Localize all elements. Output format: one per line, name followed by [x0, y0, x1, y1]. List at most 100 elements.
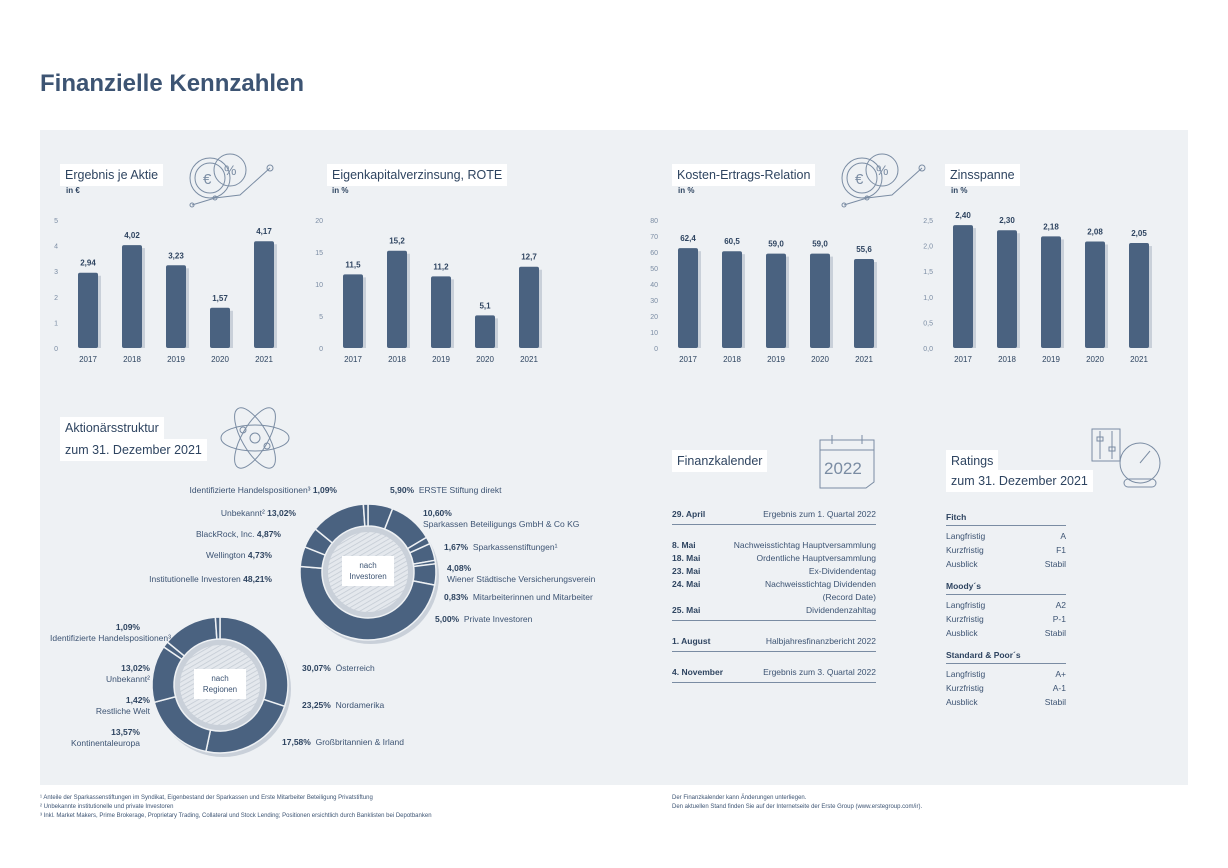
rating-value: Stabil: [1044, 559, 1066, 569]
calendar-note-1: Der Finanzkalender kann Änderungen unter…: [672, 795, 807, 801]
data-label: 4,02: [124, 231, 140, 240]
rating-row: Kurzfristig A-1: [946, 681, 1066, 695]
y-tick-label: 2: [54, 295, 58, 302]
y-tick-label: 60: [650, 250, 658, 257]
calendar-event: Nachweisstichtag Dividenden: [764, 579, 876, 589]
calendar-date: 18. Mai: [672, 553, 701, 563]
y-tick-label: 30: [650, 298, 658, 305]
bar: [810, 253, 830, 348]
x-tick-label: 2020: [476, 355, 494, 364]
y-tick-label: 1,0: [923, 295, 933, 302]
svg-text:€: €: [855, 171, 864, 188]
chart-unit-cir: in %: [678, 186, 695, 195]
agency-name: Moody´s: [946, 581, 1066, 595]
donut-label: 17,58% Großbritannien & Irland: [282, 737, 404, 747]
ratings-title: Ratings: [946, 450, 999, 472]
calendar-event: Ex-Dividendentag: [808, 566, 876, 576]
calendar-note-2: Den aktuellen Stand finden Sie auf der I…: [672, 804, 923, 810]
rating-row: Kurzfristig P-1: [946, 612, 1066, 626]
x-tick-label: 2021: [855, 355, 873, 364]
donut-label: 5,00% Private Investoren: [435, 614, 533, 624]
bar: [953, 225, 973, 348]
data-label: 2,18: [1043, 222, 1059, 231]
gauge-controls-icon: [1091, 428, 1161, 488]
y-tick-label: 0,0: [923, 346, 933, 353]
x-tick-label: 2021: [520, 355, 538, 364]
donut-label: Wellington 4,73%: [205, 550, 272, 560]
rating-term: Langfristig: [946, 669, 986, 679]
rating-value: Stabil: [1044, 628, 1066, 638]
calendar-row: 8. Mai Nachweisstichtag Hauptversammlung: [672, 539, 876, 552]
y-tick-label: 0,5: [923, 320, 933, 327]
bar-chart-cir: 0 10 20 30 40 50 60 70 80 62,4 2017 60,5 2018 59,0 201…: [650, 218, 877, 364]
y-tick-label: 10: [650, 330, 658, 337]
data-label: 5,1: [479, 301, 491, 310]
calendar-event: Ordentliche Hauptversammlung: [756, 553, 876, 563]
agency-name: Fitch: [946, 512, 1066, 526]
rating-value: A: [1060, 531, 1066, 541]
donut-label: 13,02% Unbekannt²: [106, 663, 150, 684]
x-tick-label: 2017: [954, 355, 972, 364]
svg-text:%: %: [224, 162, 236, 178]
y-tick-label: 5: [54, 218, 58, 225]
x-tick-label: 2017: [79, 355, 97, 364]
donut-label: 23,25% Nordamerika: [302, 700, 385, 710]
data-label: 11,2: [433, 262, 449, 271]
calendar-date: 4. November: [672, 667, 724, 677]
x-tick-label: 2019: [767, 355, 785, 364]
ratings-table: Fitch Langfristig A Kurzfristig F1 Ausblick St…: [946, 512, 1066, 719]
data-label: 55,6: [856, 245, 872, 254]
y-tick-label: 70: [650, 234, 658, 241]
x-tick-label: 2018: [388, 355, 406, 364]
rating-value: A+: [1055, 669, 1066, 679]
calendar-title: Finanzkalender: [672, 450, 768, 472]
calendar-date: 23. Mai: [672, 566, 701, 576]
calendar-row: 29. April Ergebnis zum 1. Quartal 2022: [672, 508, 876, 521]
bar: [431, 276, 451, 348]
calendar-group: 1. August Halbjahresfinanzbericht 2022: [672, 635, 876, 652]
calendar-row: 4. November Ergebnis zum 3. Quartal 2022: [672, 666, 876, 679]
donut-slice: [299, 565, 436, 641]
data-label: 60,5: [724, 237, 740, 246]
data-label: 11,5: [345, 260, 361, 269]
rating-term: Ausblick: [946, 559, 978, 569]
calendar-date: 1. August: [672, 636, 711, 646]
y-tick-label: 20: [650, 314, 658, 321]
rating-row: Ausblick Stabil: [946, 695, 1066, 709]
x-tick-label: 2019: [432, 355, 450, 364]
bar: [343, 274, 363, 348]
y-tick-label: 0: [54, 346, 58, 353]
center-label: Investoren: [349, 572, 386, 581]
bar: [210, 307, 230, 348]
coins-percent-icon: %€: [189, 153, 274, 208]
x-tick-label: 2020: [1086, 355, 1104, 364]
y-tick-label: 4: [54, 244, 58, 251]
rating-term: Langfristig: [946, 531, 986, 541]
donut-label: Institutionelle Investoren 48,21%: [149, 574, 272, 584]
donut-label: 4,08% Wiener Städtische Versicherungsvere…: [447, 563, 596, 584]
y-tick-label: 2,5: [923, 218, 933, 225]
rating-row: Langfristig A+: [946, 667, 1066, 681]
data-label: 2,40: [955, 211, 971, 220]
y-tick-label: 2,0: [923, 244, 933, 251]
bar: [254, 241, 274, 348]
center-label: Regionen: [203, 685, 237, 694]
calendar-event: Ergebnis zum 1. Quartal 2022: [763, 509, 876, 519]
bar: [475, 315, 495, 348]
x-tick-label: 2017: [679, 355, 697, 364]
calendar-event: Ergebnis zum 3. Quartal 2022: [763, 667, 876, 677]
y-tick-label: 1: [54, 320, 58, 327]
y-tick-label: 10: [315, 282, 323, 289]
calendar-date: 29. April: [672, 509, 706, 519]
calendar-group: 29. April Ergebnis zum 1. Quartal 2022: [672, 508, 876, 525]
center-label-box: [342, 556, 394, 586]
data-label: 4,17: [256, 227, 272, 236]
bar: [1085, 241, 1105, 348]
donut-label: 0,83% Mitarbeiterinnen und Mitarbeiter: [444, 592, 593, 602]
bar: [78, 272, 98, 348]
rating-value: A-1: [1052, 683, 1066, 693]
calendar-event: Halbjahresfinanzbericht 2022: [765, 636, 876, 646]
x-tick-label: 2021: [1130, 355, 1148, 364]
donut-slice: [362, 503, 369, 527]
calendar-row: 18. Mai Ordentliche Hauptversammlung: [672, 552, 876, 565]
